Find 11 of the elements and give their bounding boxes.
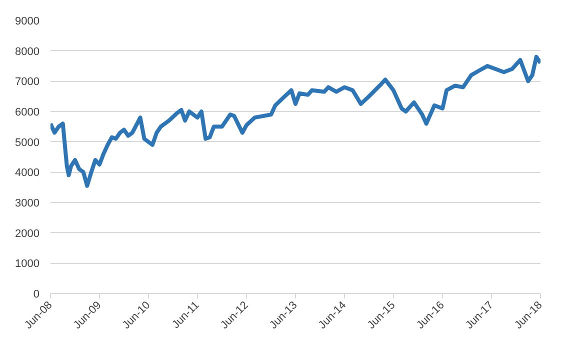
y-tick-label: 3000 (15, 198, 40, 210)
y-tick-label: 0 (33, 288, 40, 300)
y-tick-label: 7000 (15, 76, 40, 88)
y-tick-label: 5000 (15, 136, 40, 149)
y-tick-label: 1000 (15, 258, 40, 270)
y-tick-label: 9000 (15, 16, 40, 28)
y-tick-label: 8000 (15, 46, 40, 58)
line-series (50, 54, 540, 188)
y-tick-label: 4000 (15, 167, 40, 180)
y-tick-label: 6000 (15, 106, 40, 118)
y-tick-label: 2000 (15, 228, 40, 240)
